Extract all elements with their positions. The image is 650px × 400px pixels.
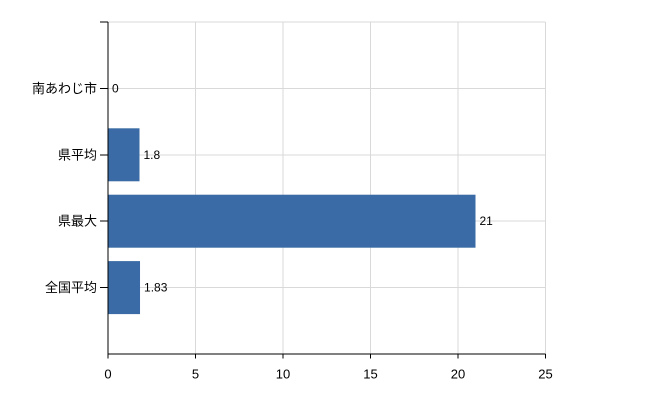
x-tick-label: 5 [192, 367, 199, 382]
category-label: 県平均 [58, 147, 97, 162]
category-label: 全国平均 [45, 280, 97, 295]
value-label: 1.8 [144, 148, 161, 162]
bar [108, 261, 141, 315]
value-label: 0 [112, 81, 119, 95]
value-label: 21 [480, 214, 494, 228]
bar [108, 194, 476, 248]
x-tick-label: 0 [104, 367, 111, 382]
x-tick-label: 25 [538, 367, 552, 382]
x-tick-label: 20 [451, 367, 465, 382]
bar [108, 128, 140, 182]
x-tick-label: 10 [276, 367, 290, 382]
category-label: 南あわじ市 [32, 81, 97, 96]
category-label: 県最大 [58, 214, 97, 229]
x-tick-label: 15 [363, 367, 377, 382]
value-label: 1.83 [144, 281, 168, 295]
